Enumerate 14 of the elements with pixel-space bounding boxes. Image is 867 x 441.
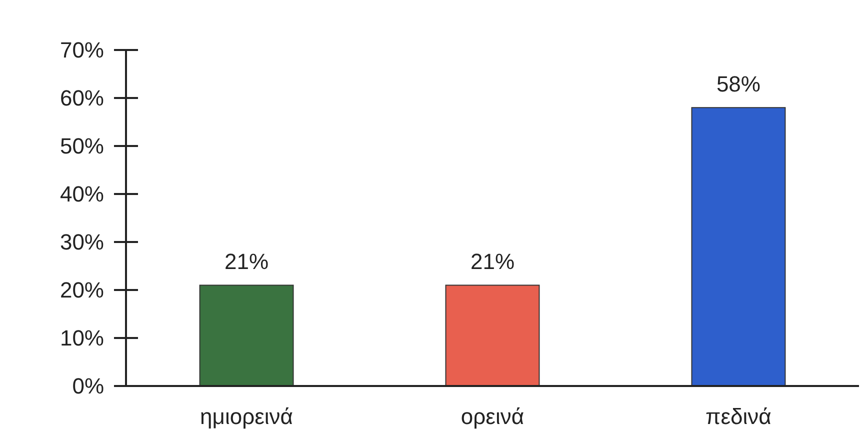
- y-tick-label: 10%: [60, 326, 104, 351]
- y-tick-label: 70%: [60, 38, 104, 63]
- y-tick-label: 60%: [60, 86, 104, 111]
- y-tick-label: 30%: [60, 230, 104, 255]
- data-label: 58%: [716, 72, 760, 97]
- y-tick-label: 0%: [72, 374, 104, 399]
- y-tick-label: 20%: [60, 278, 104, 303]
- x-tick-label: ορεινά: [460, 404, 524, 429]
- y-tick-label: 40%: [60, 182, 104, 207]
- data-label: 21%: [470, 249, 515, 274]
- y-tick-label: 50%: [60, 134, 104, 159]
- x-tick-label: ημιορεινά: [200, 404, 294, 429]
- data-label: 21%: [224, 249, 269, 274]
- x-tick-label: πεδινά: [706, 404, 772, 429]
